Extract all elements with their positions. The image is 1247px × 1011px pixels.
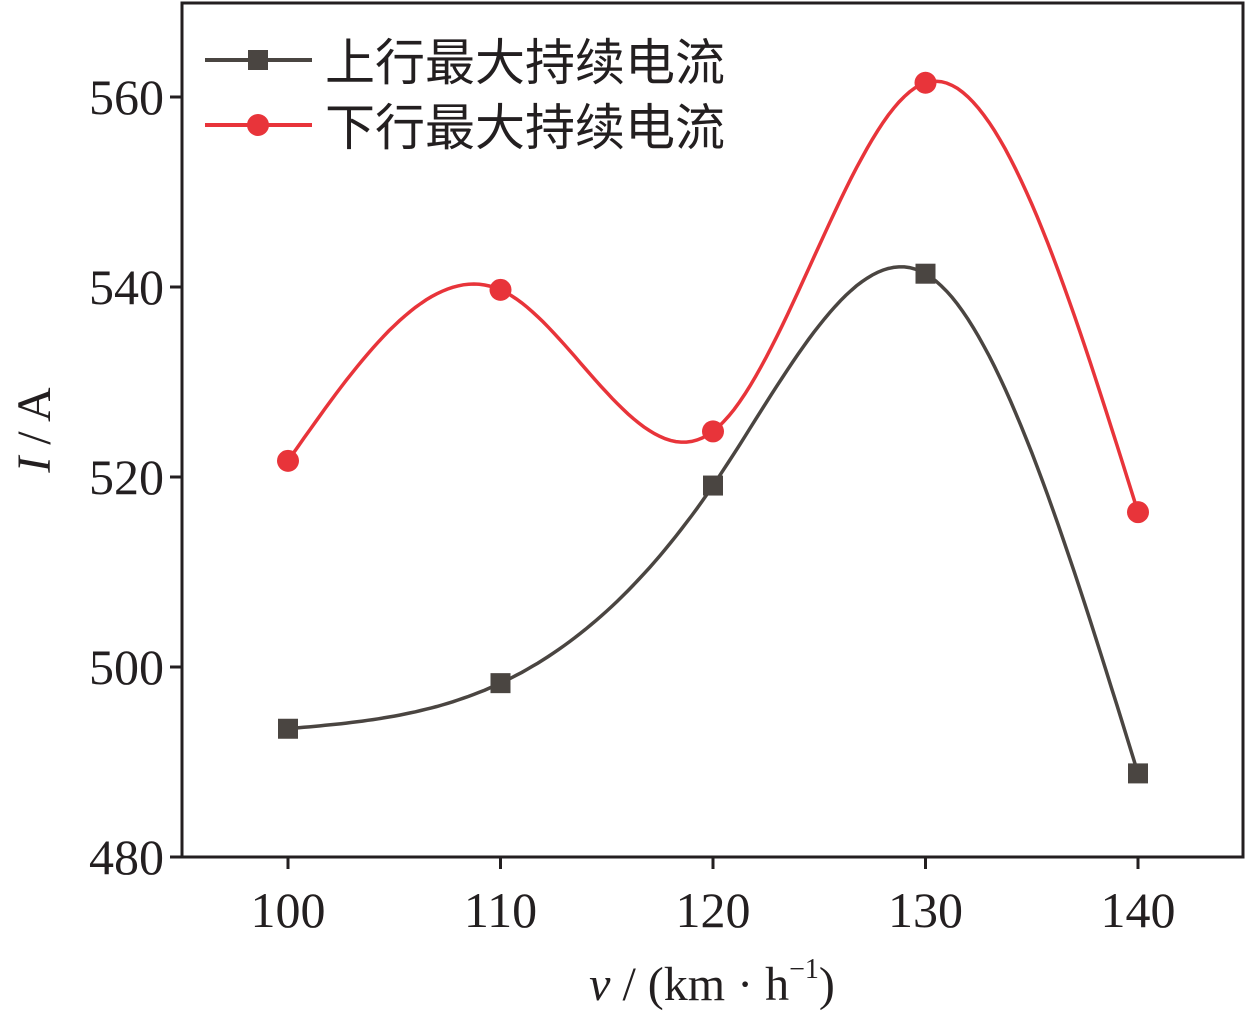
legend-label-up: 上行最大持续电流 xyxy=(325,35,725,91)
legend-marker-circle xyxy=(247,114,269,136)
x-axis-close: ) xyxy=(819,958,835,1011)
data-point xyxy=(703,475,723,496)
x-axis-unit: / (km · h xyxy=(610,958,789,1011)
data-point xyxy=(489,278,512,301)
legend: 上行最大持续电流 下行最大持续电流 xyxy=(205,35,725,156)
y-tick-label: 520 xyxy=(89,449,164,505)
data-point xyxy=(1128,763,1148,784)
data-point xyxy=(490,673,511,694)
x-tick-label: 140 xyxy=(1101,882,1176,938)
axis-ticks: 100 110 120 130 140 480 500 520 540 560 xyxy=(89,69,1176,938)
x-tick-label: 100 xyxy=(251,882,326,938)
legend-label-down: 下行最大持续电流 xyxy=(325,100,725,156)
y-tick-label: 480 xyxy=(89,829,164,885)
data-point xyxy=(702,420,724,443)
y-axis-unit: / A xyxy=(8,387,61,457)
y-axis-label: I / A xyxy=(8,387,61,474)
y-axis-var: I xyxy=(8,455,61,474)
data-point xyxy=(277,449,299,472)
x-tick-label: 110 xyxy=(464,882,537,938)
series-layer xyxy=(277,71,1149,784)
x-tick-label: 120 xyxy=(676,882,751,938)
data-point xyxy=(914,71,937,94)
y-tick-label: 560 xyxy=(89,69,164,125)
y-tick-label: 500 xyxy=(89,639,164,695)
data-point xyxy=(1127,501,1149,524)
x-axis-label: v / (km · h−1) xyxy=(589,954,835,1011)
x-tick-label: 130 xyxy=(888,882,963,938)
y-tick-label: 540 xyxy=(89,259,164,315)
series-line-0 xyxy=(287,265,1140,774)
x-axis-sup: −1 xyxy=(789,954,819,985)
legend-marker-square xyxy=(248,50,268,70)
data-point xyxy=(915,263,936,284)
data-point xyxy=(278,718,298,739)
x-axis-var: v xyxy=(589,958,611,1011)
